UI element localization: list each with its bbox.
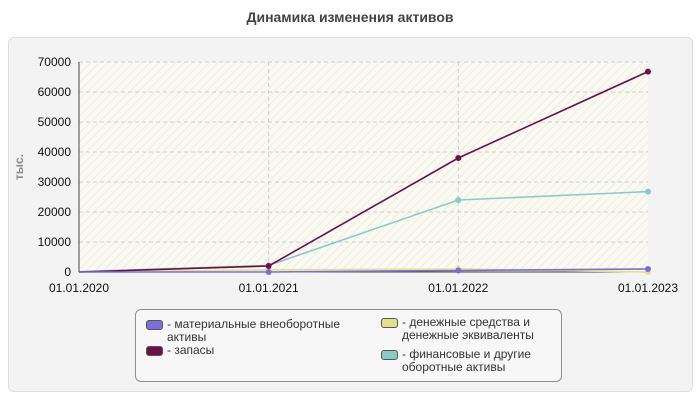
chart-title: Динамика изменения активов (246, 9, 454, 25)
y-tick-label: 30000 (38, 175, 72, 189)
y-tick-label: 0 (64, 265, 71, 279)
data-point (645, 188, 651, 195)
x-tick-label: 01.01.2021 (239, 281, 299, 295)
y-tick-label: 60000 (38, 85, 72, 99)
legend-item: - запасы (146, 344, 214, 357)
legend-label: - денежные средства и денежные эквивален… (402, 315, 534, 342)
y-tick-label: 20000 (38, 205, 72, 219)
chart-legend: - материальные внеоборотные активы - запа… (135, 309, 562, 382)
x-tick-label: 01.01.2023 (618, 281, 678, 295)
plot-background (79, 62, 648, 272)
legend-label: - финансовые и другие оборотные активы (402, 347, 531, 374)
data-point (455, 267, 462, 274)
legend-label: - запасы (167, 343, 215, 357)
y-tick-label: 70000 (38, 55, 72, 69)
data-point (265, 263, 272, 269)
legend-label: - материальные внеоборотные активы (167, 317, 340, 344)
series-line (79, 268, 649, 273)
legend-item: - материальные внеоборотные активы (146, 318, 340, 344)
legend-swatch (146, 346, 163, 356)
y-axis-label: тыс. (12, 154, 26, 180)
data-point (645, 266, 651, 272)
data-point (455, 155, 462, 161)
y-tick-label: 40000 (38, 145, 72, 159)
data-point (455, 197, 462, 203)
legend-item: - денежные средства и денежные эквивален… (381, 316, 534, 342)
legend-item: - финансовые и другие оборотные активы (381, 348, 531, 374)
data-point (265, 269, 272, 275)
legend-swatch (146, 320, 163, 330)
x-tick-label: 01.01.2022 (428, 281, 488, 295)
x-tick-label: 01.01.2020 (49, 281, 109, 295)
y-tick-label: 10000 (38, 235, 72, 249)
legend-swatch (381, 350, 398, 360)
series-line (78, 70, 649, 273)
y-tick-label: 50000 (38, 115, 72, 129)
legend-swatch (381, 318, 398, 328)
data-point (645, 68, 651, 75)
